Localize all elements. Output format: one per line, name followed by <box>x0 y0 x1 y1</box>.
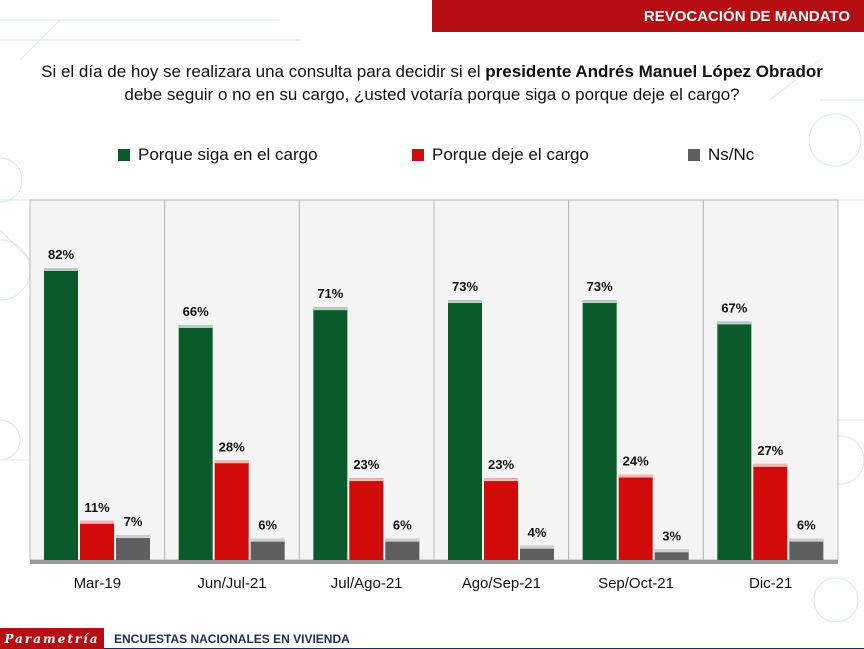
data-label: 7% <box>124 514 143 529</box>
bar-deje <box>214 460 249 560</box>
bar-highlight <box>214 460 249 464</box>
category-label: Dic-21 <box>749 575 792 592</box>
category-label: Jul/Ago-21 <box>331 575 403 592</box>
header-bar: REVOCACIÓN DE MANDATO <box>432 0 864 32</box>
data-label: 82% <box>48 247 74 262</box>
logo-text: Parametría <box>4 631 100 646</box>
bar-siga <box>582 300 617 560</box>
header-title: REVOCACIÓN DE MANDATO <box>643 7 850 25</box>
chart-baseline <box>30 560 838 564</box>
chart-legend: Porque siga en el cargo Porque deje el c… <box>0 145 864 165</box>
bar-siga <box>717 321 752 560</box>
legend-label-nsnc: Ns/Nc <box>708 145 755 164</box>
bar-nsnc <box>385 538 420 560</box>
data-label: 23% <box>353 457 379 472</box>
bar-nsnc <box>116 535 150 560</box>
category-label: Sep/Oct-21 <box>598 575 674 592</box>
parametria-logo: Parametría <box>0 628 104 649</box>
bar-siga <box>178 324 213 560</box>
category-label: Ago/Sep-21 <box>462 575 541 592</box>
bar-nsnc <box>654 549 689 560</box>
data-label: 71% <box>317 286 343 301</box>
bar-highlight <box>448 300 482 304</box>
data-label: 3% <box>662 528 681 543</box>
bar-nsnc <box>789 538 824 560</box>
data-label: 6% <box>258 518 277 533</box>
data-label: 67% <box>721 300 747 315</box>
data-label: 27% <box>757 443 783 458</box>
bar-highlight <box>250 538 285 542</box>
bar-highlight <box>654 549 689 553</box>
question-text-2: debe seguir o no en su cargo, ¿usted vot… <box>124 85 740 104</box>
bar-highlight <box>313 307 348 311</box>
bar-highlight <box>178 324 213 328</box>
bar-chart: 82% 11% 7% Mar-19 66% 28% 6% Jun/Jul-21 71% 23% 6%… <box>29 199 839 592</box>
legend-item-nsnc: Ns/Nc <box>688 145 754 165</box>
question-text-1: Si el día de hoy se realizara una consul… <box>41 62 486 81</box>
bar-highlight <box>789 538 824 542</box>
legend-item-siga: Porque siga en el cargo <box>118 145 318 165</box>
category-label: Mar-19 <box>74 575 122 592</box>
legend-swatch-gray <box>688 149 700 161</box>
bar-highlight <box>717 321 752 325</box>
bar-highlight <box>385 538 420 542</box>
question-text-bold: presidente Andrés Manuel López Obrador <box>485 62 823 81</box>
data-label: 6% <box>797 518 816 533</box>
bar-deje <box>753 463 788 560</box>
legend-label-deje: Porque deje el cargo <box>432 145 589 164</box>
bar-nsnc <box>520 545 554 560</box>
bar-highlight <box>44 268 78 271</box>
data-label: 11% <box>84 500 110 515</box>
legend-swatch-green <box>118 149 130 161</box>
survey-question: Si el día de hoy se realizara una consul… <box>20 60 844 106</box>
bar-highlight <box>80 520 114 524</box>
data-label: 24% <box>623 454 649 469</box>
bar-highlight <box>618 474 653 478</box>
data-label: 66% <box>183 304 209 319</box>
data-label: 6% <box>393 518 412 533</box>
bar-highlight <box>116 535 150 539</box>
legend-swatch-red <box>412 149 424 161</box>
bar-deje <box>618 474 653 560</box>
category-label: Jun/Jul-21 <box>197 575 266 592</box>
bar-highlight <box>582 300 617 304</box>
bar-deje <box>349 478 384 560</box>
bar-siga <box>313 307 348 560</box>
bar-nsnc <box>250 538 285 560</box>
bar-deje <box>484 478 518 560</box>
legend-item-deje: Porque deje el cargo <box>412 145 589 165</box>
data-label: 73% <box>587 279 613 294</box>
data-label: 23% <box>488 457 514 472</box>
bar-siga <box>44 268 78 560</box>
bar-highlight <box>520 545 554 549</box>
bar-highlight <box>484 478 518 482</box>
bar-highlight <box>349 478 384 482</box>
data-label: 28% <box>219 439 245 454</box>
footer-caption: ENCUESTAS NACIONALES EN VIVIENDA <box>114 632 350 646</box>
bar-siga <box>448 300 482 560</box>
legend-label-siga: Porque siga en el cargo <box>138 145 318 164</box>
data-label: 4% <box>528 525 547 540</box>
data-label: 73% <box>452 279 478 294</box>
bar-highlight <box>753 463 788 467</box>
bar-deje <box>80 520 114 560</box>
